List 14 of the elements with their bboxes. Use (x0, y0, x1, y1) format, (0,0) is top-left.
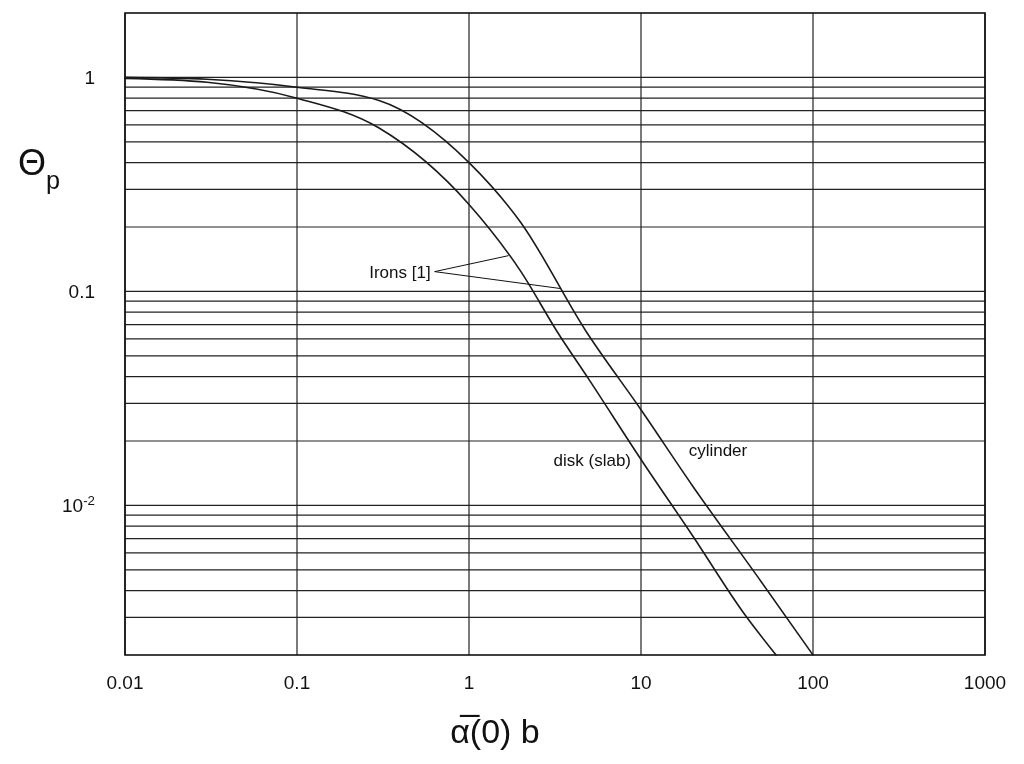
x-tick-label: 0.01 (106, 672, 144, 693)
x-tick-label: 1 (463, 672, 475, 693)
y-tick-label: 10$^{-2}$ (62, 492, 95, 517)
y-tick-label: 1 (84, 67, 95, 89)
x-tick-label: 10 (630, 672, 652, 693)
series-label: disk (slab) (553, 451, 631, 471)
y-tick-label: 0.1 (68, 281, 95, 303)
y-axis-title: Θ$_{p}$ (18, 141, 61, 194)
annotation: Irons [1] (369, 262, 431, 282)
x-tick-label: 1000 (963, 672, 1007, 693)
series-label: cylinder (688, 441, 748, 461)
x-tick-label: 0.1 (283, 672, 311, 693)
x-axis-title: α̅(0) b (450, 712, 540, 750)
x-tick-label: 100 (797, 672, 829, 693)
